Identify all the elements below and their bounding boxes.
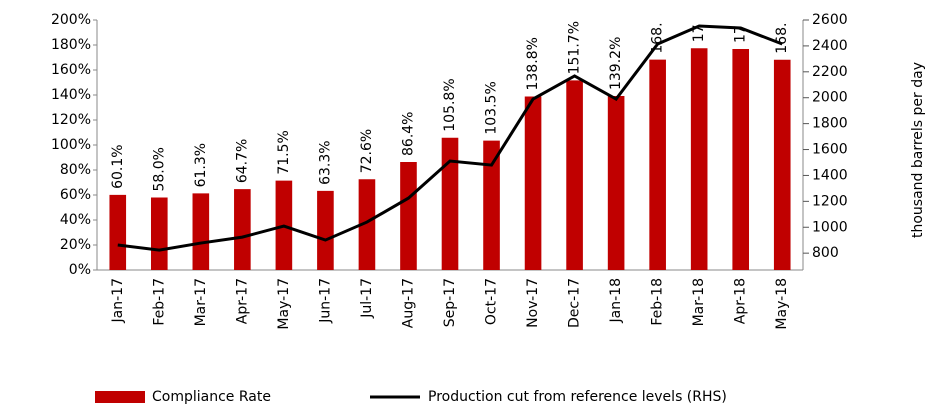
x-tick-label: Feb-17 (151, 278, 167, 326)
x-tick-label: Apr-18 (733, 278, 749, 324)
y-tick-label: 160% (51, 62, 91, 78)
y2-tick-label: 1200 (812, 193, 848, 209)
data-label: 103.5% (484, 81, 500, 134)
x-tick-label: Feb-18 (650, 278, 666, 326)
data-label: 168. (650, 22, 666, 53)
legend-swatch (95, 391, 145, 403)
x-tick-label: Mar-17 (193, 278, 209, 326)
data-label: 138.8% (525, 37, 541, 90)
data-label: 105.8% (442, 78, 458, 131)
x-tick-label: Jun-17 (317, 278, 333, 324)
bar (690, 48, 708, 270)
y-tick-label: 140% (51, 87, 91, 103)
y-tick-label: 100% (51, 137, 91, 153)
data-label: 139.2% (608, 37, 624, 90)
x-tick-label: May-18 (774, 278, 790, 330)
y-tick-label: 40% (60, 212, 91, 228)
bar (234, 189, 251, 270)
x-tick-label: Dec-17 (567, 278, 583, 328)
y2-tick-label: 2600 (812, 12, 848, 28)
y-tick-label: 80% (60, 162, 91, 178)
line (117, 24, 783, 252)
x-tick-label: Aug-17 (400, 278, 416, 328)
y-tick-label: 200% (51, 12, 91, 28)
data-label: 71.5% (276, 130, 292, 174)
x-tick-label: Apr-17 (234, 278, 250, 324)
data-label: 168. (774, 23, 790, 54)
y-tick-label: 60% (60, 187, 91, 203)
x-tick-label: Jan-18 (608, 278, 624, 323)
bar (441, 137, 459, 270)
bar (649, 59, 666, 270)
y2-tick-label: 2000 (812, 90, 848, 106)
bar (524, 96, 542, 270)
y2-tick-label: 2200 (812, 64, 848, 80)
bar (358, 179, 376, 270)
bar (607, 96, 625, 270)
y2-tick-label: 1600 (812, 142, 848, 158)
data-label: 64.7% (234, 139, 250, 183)
data-label: 151.7% (567, 21, 583, 74)
legend-label: Compliance Rate (152, 389, 271, 405)
data-label: 61.3% (193, 143, 209, 187)
x-tick-label: Jul-17 (359, 278, 375, 319)
y2-tick-label: 800 (812, 245, 839, 261)
legend-label: Production cut from reference levels (RH… (428, 389, 727, 405)
bar (773, 59, 791, 270)
bar (192, 193, 210, 270)
bar (732, 49, 750, 270)
y2-tick-label: 2400 (812, 38, 848, 54)
data-label: 86.4% (400, 112, 416, 156)
y-tick-label: 0% (69, 262, 91, 278)
data-label: 58.0% (151, 147, 167, 191)
x-tick-label: Jan-17 (110, 278, 126, 323)
y2-tick-label: 1000 (812, 219, 848, 235)
y2-axis-label: thousand barrels per day (910, 62, 926, 238)
x-tick-label: Oct-17 (484, 278, 500, 325)
bar (109, 194, 127, 270)
bar (566, 80, 583, 270)
bar (483, 140, 500, 270)
x-tick-label: Nov-17 (525, 278, 541, 328)
y2-tick-label: 1800 (812, 116, 848, 132)
y-tick-label: 20% (60, 237, 91, 253)
x-tick-label: May-17 (276, 278, 292, 330)
x-tick-label: Sep-17 (442, 278, 458, 327)
x-tick-label: Mar-18 (691, 278, 707, 326)
data-label: 72.6% (359, 129, 375, 173)
data-label: 60.1% (110, 144, 126, 188)
data-label: 63.3% (317, 140, 333, 184)
bar (400, 162, 417, 270)
y-tick-label: 120% (51, 112, 91, 128)
y2-tick-label: 1400 (812, 167, 848, 183)
y-tick-label: 180% (51, 37, 91, 53)
bar (317, 190, 334, 270)
bar (150, 197, 168, 270)
